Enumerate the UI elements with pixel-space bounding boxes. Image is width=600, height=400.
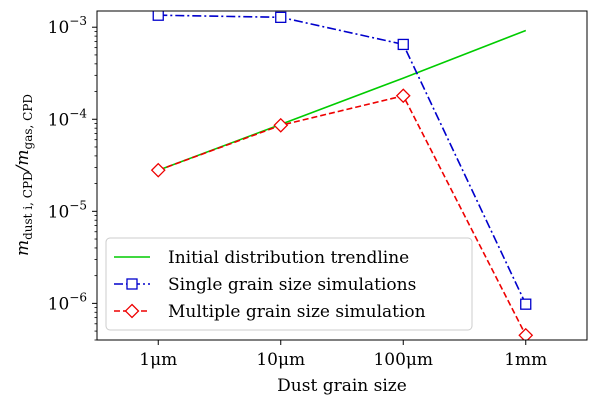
legend-item-2: Single grain size simulations	[114, 275, 416, 295]
data-point	[275, 11, 287, 23]
data-point	[397, 38, 409, 51]
y-tick-label: 10−4	[48, 106, 88, 130]
x-axis-ticks: 1μm 10μm 100μm 1mm	[139, 340, 547, 370]
data-point	[518, 327, 534, 340]
legend-box	[105, 237, 473, 331]
series-layer	[150, 11, 534, 340]
legend: Initial distribution trendline Single gra…	[105, 237, 473, 331]
x-axis-title: Dust grain size	[277, 376, 407, 396]
x-tick-label: 100μm	[373, 350, 433, 370]
plot-frame	[96, 10, 588, 341]
data-point	[273, 117, 289, 133]
y-axis-title: mdust i, CPD/mgas, CPD	[13, 94, 35, 256]
y-tick-label: 10−3	[48, 14, 87, 38]
data-point	[395, 88, 411, 104]
legend-marker	[126, 278, 138, 290]
series-line-2	[158, 14, 527, 305]
legend-label: Initial distribution trendline	[168, 248, 409, 268]
legend-label: Multiple grain size simulation	[168, 302, 426, 322]
data-point	[150, 162, 166, 178]
y-axis-ticks: 10−6 10−5 10−4 10−3	[48, 14, 97, 341]
legend-item-1: Initial distribution trendline	[114, 248, 409, 268]
series-line-3	[158, 94, 527, 336]
data-point	[152, 11, 164, 21]
series-2	[152, 11, 532, 310]
y-tick-label: 10−6	[48, 290, 87, 314]
x-tick-label: 1μm	[139, 350, 177, 370]
x-tick-label: 1mm	[504, 350, 547, 370]
series-3	[150, 88, 534, 340]
legend-item-3: Multiple grain size simulation	[114, 302, 426, 322]
legend-marker	[124, 303, 140, 319]
x-tick-label: 10μm	[256, 350, 305, 370]
data-point	[520, 298, 532, 310]
legend-label: Single grain size simulations	[168, 275, 416, 295]
y-tick-label: 10−5	[48, 198, 87, 222]
